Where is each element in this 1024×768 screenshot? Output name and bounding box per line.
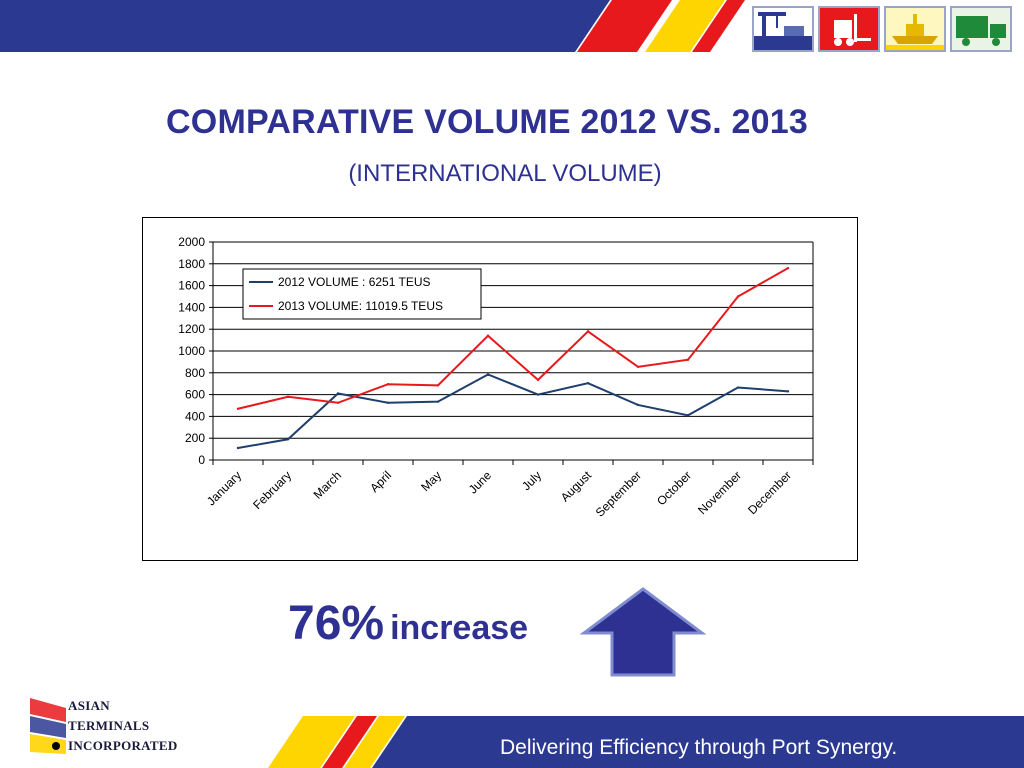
x-tick-label: February [250,468,294,512]
x-tick-label: April [367,468,394,495]
data-point [586,330,590,333]
x-tick-label: October [654,468,694,508]
data-point [336,392,340,395]
increase-callout: 76% increase [288,596,528,651]
y-tick-label: 1600 [178,279,205,293]
data-point [436,384,440,387]
data-point [486,334,490,337]
data-point [386,383,390,386]
x-tick-label: September [593,468,644,519]
y-tick-label: 2000 [178,235,205,249]
logo-line-1: ASIAN [68,698,110,713]
legend-box [242,268,482,320]
y-tick-label: 800 [185,366,205,380]
x-tick-label: June [466,468,495,497]
y-tick-label: 1200 [178,322,205,336]
top-banner [0,0,1024,60]
data-point [486,373,490,376]
bottom-banner-graphic [268,716,1024,768]
logo-line-2: TERMINALS [68,718,150,733]
data-point [736,295,740,298]
logo-line-3: INCORPORATED [68,738,178,753]
data-point [786,266,790,270]
y-tick-label: 400 [185,409,205,423]
top-banner-graphic [0,0,745,52]
data-point [536,378,540,382]
port-crane-icon [752,6,814,52]
series-line-2 [237,267,789,410]
data-point [686,414,690,417]
data-point [286,438,290,441]
forklift-icon [818,6,880,52]
chart-frame: 0 200 400 600 800 1000 1200 1400 1600 1800 2000 Jan… [142,217,858,561]
y-tick-label: 0 [198,453,205,467]
x-tick-label: May [418,468,444,494]
legend-label: 2013 VOLUME: 11019.5 TEUS [278,299,443,313]
y-tick-label: 200 [185,431,205,445]
data-point [786,390,790,393]
data-point [436,400,440,403]
flag-logo-icon [30,698,66,754]
page-title: COMPARATIVE VOLUME 2012 VS. 2013 [166,103,808,141]
data-point [336,401,340,404]
legend-label: 2012 VOLUME : 6251 TEUS [278,275,431,289]
y-tick-label: 1400 [178,300,205,314]
company-logo: ASIAN TERMINALS INCORPORATED [26,692,196,762]
data-point [236,446,240,450]
y-tick-label: 1000 [178,344,205,358]
data-point [586,381,590,385]
data-point [536,393,540,396]
series-line-1 [237,373,789,449]
x-tick-label: January [204,468,244,508]
data-point [636,365,640,369]
data-point [286,395,290,398]
bottom-banner [0,706,1024,768]
data-point [386,401,390,404]
x-tick-label: August [558,468,595,505]
footer-tagline: Delivering Efficiency through Port Syner… [500,736,898,759]
up-arrow-icon [580,587,706,677]
ship-icon [884,6,946,52]
x-tick-label: March [311,468,344,501]
data-point [236,407,240,410]
page-subtitle: (INTERNATIONAL VOLUME) [348,160,662,187]
x-tick-label: November [695,468,744,517]
y-tick-label: 600 [185,388,205,402]
line-chart: 0 200 400 600 800 1000 1200 1400 1600 1800 2000 Jan… [178,235,814,520]
x-tick-label: December [745,468,794,517]
data-point [636,403,640,407]
truck-icon [950,6,1012,52]
data-point [736,386,740,389]
y-tick-label: 1800 [178,257,205,271]
increase-word: increase [390,609,529,647]
data-point [686,358,690,361]
x-tick-label: July [519,468,544,493]
increase-percent: 76% [288,597,385,650]
